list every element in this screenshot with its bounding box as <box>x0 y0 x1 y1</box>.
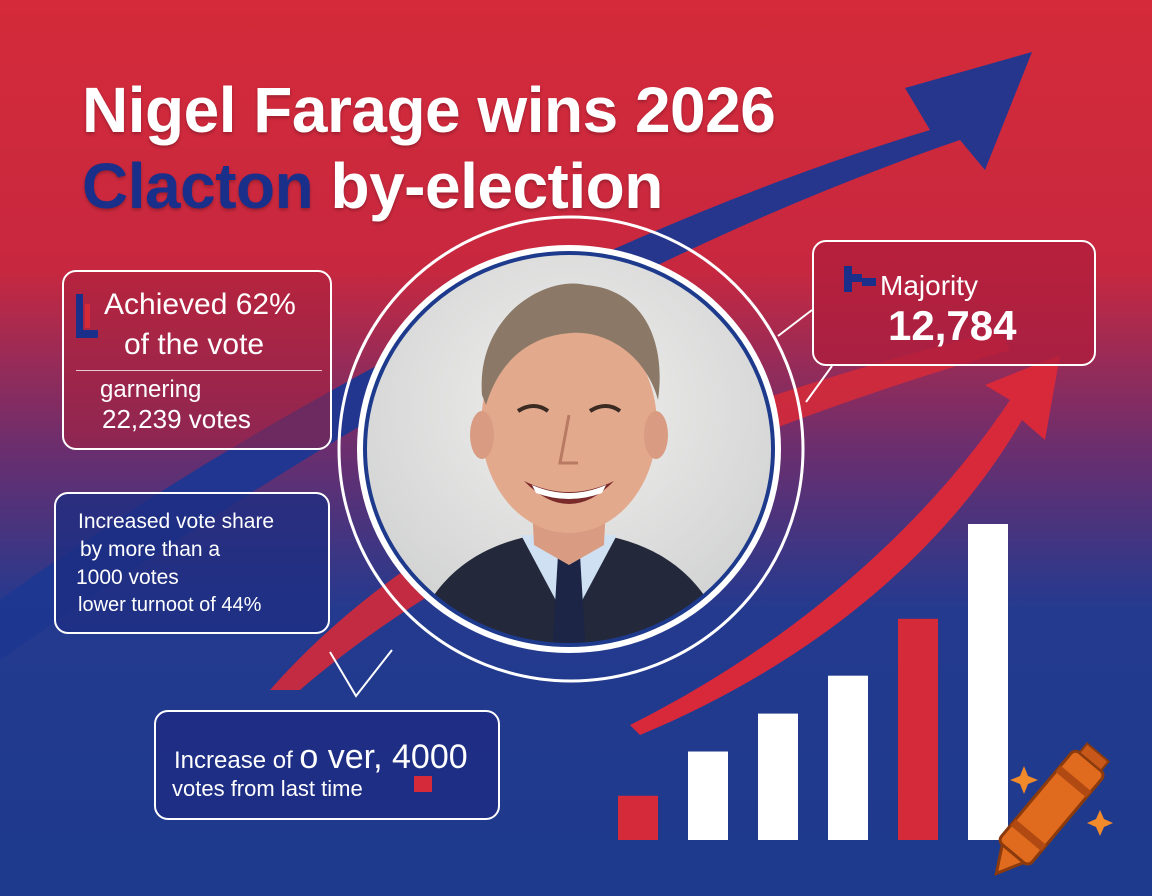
vote-percent-text: Achieved 62% <box>104 288 296 321</box>
vote-share-card: Achieved 62% of the vote garnering 22,23… <box>62 270 332 450</box>
headline: Nigel Farage wins 2026 Clacton by-electi… <box>82 72 776 224</box>
headline-highlight: Clacton <box>82 150 314 222</box>
headline-line1: Nigel Farage wins 2026 <box>82 74 776 146</box>
bar-6 <box>968 524 1008 840</box>
majority-label: Majority <box>880 270 979 301</box>
flag-mark-icon <box>844 266 876 292</box>
sparkle-icon <box>1010 766 1038 794</box>
vote-percent-subtext: of the vote <box>124 328 265 361</box>
checkmark-connector <box>329 649 393 698</box>
increase-line-2: votes from last time <box>172 776 363 801</box>
share-line-3: 1000 votes <box>76 566 179 589</box>
bar-2 <box>688 751 728 840</box>
vote-increase-card: Increased vote share by more than a 1000… <box>54 492 330 634</box>
bar-4 <box>828 675 868 840</box>
majority-value: 12,784 <box>888 302 1017 349</box>
flag-mark-icon <box>76 294 98 338</box>
blue-trend-arrow-icon <box>0 52 1032 660</box>
share-line-4: lower turnoot of 44% <box>78 594 262 616</box>
increase-line-1: Increase of o ver, 4000 <box>174 738 468 777</box>
bar-5 <box>898 618 938 840</box>
share-line-2: by more than a <box>80 538 221 561</box>
connector-line <box>805 365 833 403</box>
share-line-1: Increased vote share <box>78 510 275 533</box>
garnering-label: garnering <box>100 376 202 403</box>
increase-line-1a: Increase of <box>174 747 300 774</box>
majority-card: Majority 12,784 <box>812 240 1096 366</box>
increase-line-1b: o ver, 4000 <box>299 738 468 776</box>
sparkle-icon <box>1087 810 1113 836</box>
headline-line2: by-election <box>313 150 663 222</box>
bar-graphic <box>618 524 1008 840</box>
increase-card: Increase of o ver, 4000 votes from last … <box>154 710 500 820</box>
crayon-icon <box>994 742 1110 876</box>
portrait-photo <box>357 245 781 653</box>
vote-count-text: 22,239 votes <box>102 404 251 434</box>
divider <box>76 370 322 371</box>
bar-1 <box>618 795 658 840</box>
portrait-outer-ring <box>337 215 805 683</box>
connector-line <box>777 309 813 337</box>
red-square-mark <box>414 776 432 792</box>
red-trend-arrow-icon <box>630 355 1060 735</box>
red-swoosh <box>270 330 1010 690</box>
bar-3 <box>758 713 798 840</box>
